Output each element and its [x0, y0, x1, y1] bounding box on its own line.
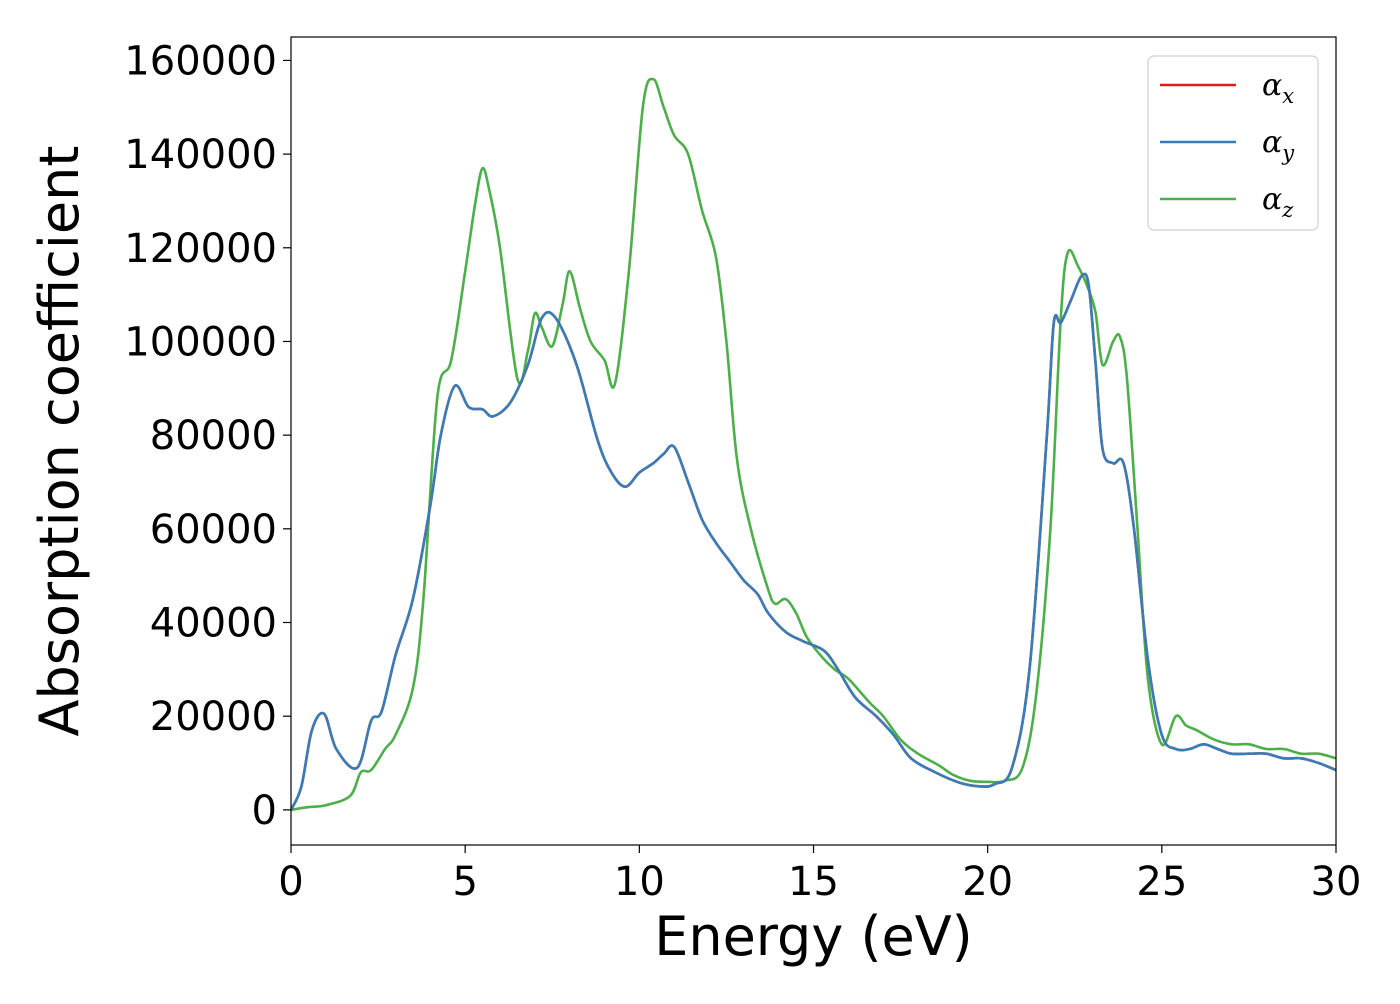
x-tick-label: 0	[278, 859, 303, 905]
series-line-y	[291, 272, 1336, 811]
x-tick-label: 5	[452, 859, 477, 905]
y-tick-label: 100000	[124, 319, 277, 365]
x-tick-label: 30	[1311, 859, 1362, 905]
legend-label-z: αz	[1262, 182, 1294, 222]
legend: αx αy αz	[1147, 55, 1319, 231]
y-tick-label: 160000	[124, 38, 277, 84]
y-tick-label: 60000	[150, 507, 277, 553]
x-tick-label: 20	[962, 859, 1013, 905]
y-tick-label: 120000	[124, 226, 277, 272]
x-tick-label: 15	[788, 859, 839, 905]
x-tick-label: 25	[1136, 859, 1187, 905]
series-line-z	[291, 77, 1336, 812]
y-axis-ticks: 0 20000 40000 60000 80000 100000 120000 140000 1…	[124, 38, 291, 834]
x-tick-label: 10	[614, 859, 665, 905]
y-tick-label: 80000	[150, 413, 277, 459]
y-tick-label: 0	[252, 788, 277, 834]
y-axis-label: Absorption coefficient	[28, 146, 91, 737]
y-tick-label: 140000	[124, 132, 277, 178]
legend-label-y: αy	[1262, 125, 1295, 165]
x-axis-label: Energy (eV)	[654, 905, 973, 968]
y-tick-label: 40000	[150, 601, 277, 647]
x-axis-ticks: 0 5 10 15 20 25 30	[278, 845, 1361, 905]
series-line-x	[291, 272, 1336, 811]
series-layer	[291, 77, 1336, 812]
y-tick-label: 20000	[150, 694, 277, 740]
legend-label-x: αx	[1262, 68, 1294, 108]
